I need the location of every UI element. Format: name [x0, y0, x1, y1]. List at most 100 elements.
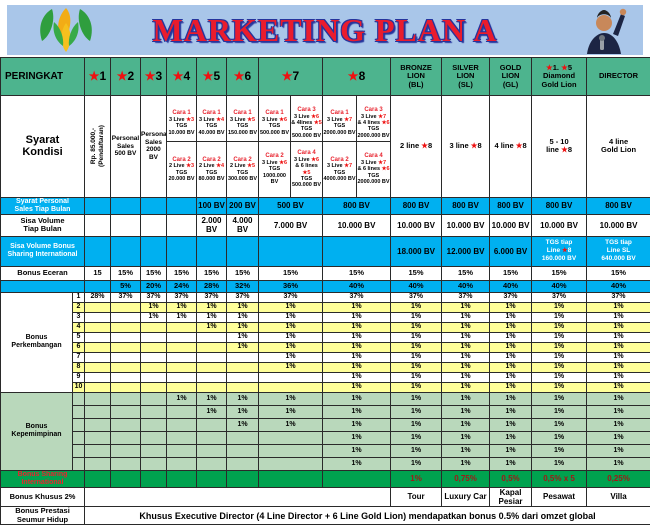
cell: [167, 342, 197, 352]
cell: 6: [73, 342, 85, 352]
cell: 2.000 BV: [197, 214, 227, 236]
kepemimpinan-row-4: 1%1%1%1%1%1%: [1, 431, 650, 444]
cell: [197, 418, 227, 431]
plan-table: PERINGKAT ★1 ★2 ★3 ★4 ★5 ★6 ★7 ★8 BRONZE…: [0, 57, 650, 525]
cell: 32%: [227, 280, 259, 292]
cell: [85, 214, 111, 236]
cell: [111, 214, 141, 236]
row-label-bonus-eceran: Bonus Eceran: [1, 266, 85, 280]
cell: 1%: [391, 332, 442, 342]
cell: [85, 418, 111, 431]
cell: [167, 197, 197, 214]
cell: 1%: [391, 342, 442, 352]
cell: 37%: [442, 292, 490, 302]
cell: 800 BV: [442, 197, 490, 214]
row-label-sisa-volume-bonus: Sisa Volume Bonus Sharing International: [1, 236, 85, 266]
cell: 1%: [532, 322, 587, 332]
cell: 20%: [141, 280, 167, 292]
cell: 37%: [323, 292, 391, 302]
cell: [111, 322, 141, 332]
cell: [197, 332, 227, 342]
cell: [85, 470, 111, 487]
row-label-bonus-prestasi: Bonus Prestasi Seumur Hidup: [1, 507, 85, 525]
cell: [85, 431, 111, 444]
cell: 0,5%: [490, 470, 532, 487]
cell: 1%: [197, 322, 227, 332]
cell: [167, 352, 197, 362]
cell: 1%: [490, 405, 532, 418]
cell: [227, 444, 259, 457]
rank-star-5: ★5: [197, 58, 227, 96]
cell: 1%: [323, 444, 391, 457]
cell: 800 BV: [323, 197, 391, 214]
cell: 1%: [227, 312, 259, 322]
cell: 10.000 BV: [490, 214, 532, 236]
cell: 0,75%: [442, 470, 490, 487]
cell: 1%: [227, 405, 259, 418]
cell: 1%: [490, 418, 532, 431]
cell: 1%: [532, 312, 587, 322]
cell: 1%: [391, 457, 442, 470]
cell: 1%: [227, 418, 259, 431]
cell: [141, 405, 167, 418]
cell: [73, 392, 85, 405]
cell: 1%: [490, 382, 532, 392]
cell: 1%: [490, 362, 532, 372]
cell: 1%: [259, 405, 323, 418]
cell: 1%: [532, 392, 587, 405]
row-label-bonus-sharing: Bonus Sharing International: [1, 470, 85, 487]
cell: [259, 382, 323, 392]
cell: 1%: [532, 352, 587, 362]
cell: [141, 470, 167, 487]
cell: 37%: [167, 292, 197, 302]
cell: [73, 444, 85, 457]
cell: [111, 457, 141, 470]
cell: 1%: [442, 457, 490, 470]
cell: [85, 280, 111, 292]
cell: Tour: [391, 487, 442, 506]
cell: 1%: [587, 372, 650, 382]
cell: [259, 372, 323, 382]
cell: 1%: [490, 352, 532, 362]
cell: [167, 457, 197, 470]
rank-star-6: ★6: [227, 58, 259, 96]
cell: 1%: [323, 405, 391, 418]
cell: 1%: [587, 444, 650, 457]
cell: 37%: [141, 292, 167, 302]
cell: 8: [73, 362, 85, 372]
syarat-star1: Rp. 85.000,- (Pendaftaran): [85, 96, 111, 198]
cell: Khusus Executive Director (4 Line Direct…: [85, 507, 650, 525]
cell: 1%: [391, 312, 442, 322]
cell: 1%: [259, 312, 323, 322]
cell: 800 BV: [391, 197, 442, 214]
cell: 1%: [227, 302, 259, 312]
cell: [85, 322, 111, 332]
cell: [85, 236, 111, 266]
cell: 1%: [442, 418, 490, 431]
cell: [141, 214, 167, 236]
cell: 1%: [442, 444, 490, 457]
cell: [85, 457, 111, 470]
cell: [141, 236, 167, 266]
cell: 800 BV: [490, 197, 532, 214]
cell: [111, 332, 141, 342]
cell: 15%: [141, 266, 167, 280]
cell: 37%: [111, 292, 141, 302]
cell: 500 BV: [259, 197, 323, 214]
cell: 1%: [259, 392, 323, 405]
cell: 1%: [197, 392, 227, 405]
cell: [197, 352, 227, 362]
cell: [259, 236, 323, 266]
rank-diamond-gold-lion: ★1. ★5 Diamond Gold Lion: [532, 58, 587, 96]
cell: [111, 405, 141, 418]
cell: 1%: [391, 405, 442, 418]
cell: Pesawat: [532, 487, 587, 506]
cell: 1%: [259, 302, 323, 312]
cell: [85, 197, 111, 214]
cell: 5%: [111, 280, 141, 292]
cell: 7: [73, 352, 85, 362]
cell: 1%: [532, 342, 587, 352]
